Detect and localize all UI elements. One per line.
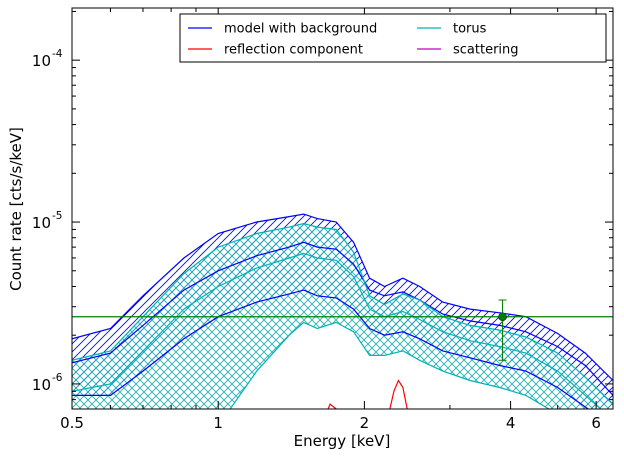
y-tick-label: 10 [32,52,51,70]
y-axis-label: Count rate [cts/s/keV] [7,127,25,291]
x-tick-label: 2 [360,414,370,432]
y-tick-label: 10 [32,214,51,232]
model-with-background-lower-line [72,289,590,409]
legend-label-model-with-background: model with background [224,22,377,37]
model-with-background-mid-line [72,241,613,396]
reflection-component-line [327,379,408,409]
x-tick-label: 0.5 [60,414,84,432]
x-tick-label: 6 [591,414,601,432]
model-with-background-upper-line [72,213,613,381]
data-point-0 [498,312,507,322]
y-tick-label: 10 [32,376,51,394]
torus-lower-line [229,321,551,409]
x-axis-label: Energy [keV] [294,432,391,450]
legend-label-torus: torus [453,22,487,37]
axis-ticks: 0.5 1 2 4 610-610-510-4 [32,8,613,432]
y-tick-exponent: -4 [52,48,63,60]
legend: model with background torus reflection com… [179,13,607,63]
y-tick-exponent: -6 [52,372,63,384]
x-tick-label: 4 [506,414,516,432]
legend-box [179,13,607,63]
plot-frame [71,7,614,410]
line-layer [72,213,613,409]
x-tick-label: 1 [213,414,223,432]
legend-label-scattering: scattering [453,43,519,58]
marker-layer [72,299,613,361]
y-tick-exponent: -5 [52,210,62,222]
torus-mid-line [72,252,602,409]
band-layer [72,214,613,409]
legend-label-reflection-component: reflection component [224,43,363,58]
torus-upper-line [72,222,613,405]
